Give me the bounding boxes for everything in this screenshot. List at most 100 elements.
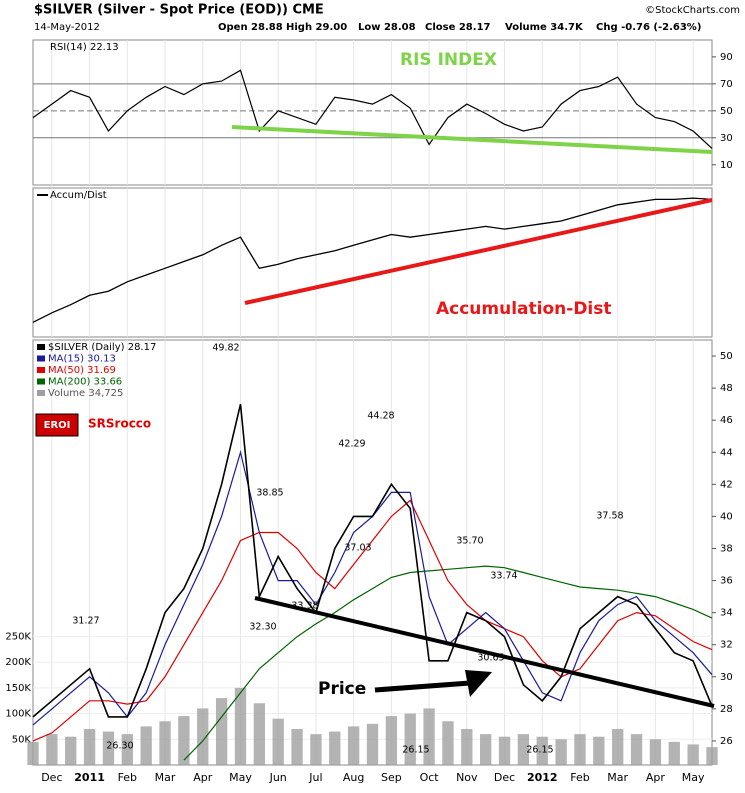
volume-bar	[83, 728, 96, 765]
price-label: 26.15	[402, 745, 429, 756]
volume-bar	[668, 741, 680, 765]
y-tick-label: 48	[720, 383, 733, 394]
volume-bar	[593, 736, 605, 765]
price-label: 35.70	[456, 536, 483, 547]
legend-swatch	[37, 378, 45, 385]
volume-bar	[291, 728, 303, 765]
panel-frame	[32, 339, 713, 766]
quote-field: High 29.00	[286, 22, 347, 33]
volume-bar	[347, 726, 360, 765]
quote-field: Open 28.88	[218, 22, 283, 33]
x-tick-label: 2012	[527, 771, 558, 784]
y-tick-label: 28	[720, 704, 733, 715]
logo: EROI	[44, 420, 71, 431]
x-tick-label: Aug	[343, 771, 364, 784]
y2-tick-label: 150K	[5, 683, 31, 694]
annotation: Accumulation-Dist	[436, 299, 612, 319]
legend-entry: Accum/Dist	[50, 190, 107, 201]
x-tick-label: Dec	[494, 771, 515, 784]
x-tick-label: Nov	[456, 771, 478, 784]
price-label: 42.29	[338, 439, 365, 450]
trend-line	[244, 198, 713, 305]
price-line	[32, 499, 713, 742]
price-label: 30.65	[477, 653, 504, 664]
y2-tick-label: 100K	[5, 709, 31, 720]
volume-bar	[461, 728, 473, 765]
y2-tick-label: 50K	[12, 734, 32, 745]
volume-bar	[234, 687, 247, 765]
y-tick-label: 26	[720, 736, 733, 747]
volume-bar	[366, 723, 379, 765]
volume-bar	[517, 734, 530, 765]
volume-bar	[140, 726, 152, 765]
y-tick-label: 70	[720, 79, 733, 90]
y-tick-label: 34	[720, 608, 733, 619]
price-label: 37.58	[596, 511, 623, 522]
volume-bar	[649, 739, 662, 765]
y2-tick-label: 250K	[5, 631, 31, 642]
rsi-line	[32, 69, 713, 149]
price-label: 33.38	[291, 601, 318, 612]
quote-field: Low 28.08	[358, 22, 416, 33]
price-label: 49.82	[212, 343, 239, 354]
chart-title: $SILVER (Silver - Spot Price (EOD)) CME	[34, 3, 324, 18]
x-tick-label: Jun	[269, 771, 287, 784]
y-tick-label: 90	[720, 52, 733, 63]
volume-bar	[687, 744, 699, 765]
price-label: 32.30	[249, 622, 276, 633]
y-tick-label: 50	[720, 351, 733, 362]
legend-entry: MA(50) 31.69	[48, 365, 116, 376]
y-tick-label: 42	[720, 479, 733, 490]
legend-swatch	[37, 355, 45, 362]
volume-bar	[555, 739, 567, 765]
volume-bar	[630, 734, 643, 765]
legend-entry: RSI(14) 22.13	[50, 42, 119, 53]
y-tick-label: 46	[720, 415, 733, 426]
y2-tick-label: 200K	[5, 657, 31, 668]
volume-bar	[385, 716, 398, 765]
annotation: Price	[318, 679, 366, 699]
price-label: 26.15	[526, 745, 553, 756]
accum-dist-line	[32, 197, 713, 323]
volume-bar	[159, 721, 171, 765]
volume-bar	[498, 736, 511, 765]
legend-entry: Volume 34,725	[48, 388, 123, 399]
volume-bar	[310, 734, 322, 765]
legend-swatch	[37, 390, 45, 396]
legend-swatch	[37, 367, 45, 373]
legend-swatch	[37, 344, 45, 350]
y-tick-label: 30	[720, 672, 733, 683]
volume-bar	[178, 716, 190, 765]
volume-bar	[121, 734, 133, 765]
volume-bar	[480, 734, 492, 765]
brand: SRSrocco	[88, 417, 151, 431]
logo-box	[35, 413, 79, 437]
y-tick-label: 32	[720, 640, 733, 651]
price-line	[183, 565, 713, 761]
quote-field: Chg -0.76 (-2.63%)	[596, 22, 701, 33]
price-label: 44.28	[367, 411, 394, 422]
volume-bar	[253, 703, 265, 765]
volume-bar	[197, 708, 209, 765]
quote-field: Close 28.17	[425, 22, 491, 33]
x-tick-label: Sep	[381, 771, 402, 784]
volume-bar	[612, 728, 624, 765]
price-label: 38.85	[256, 488, 283, 499]
trend-line	[231, 125, 713, 154]
panel-frame	[32, 187, 713, 338]
x-tick-label: Mar	[155, 771, 176, 784]
volume-bar	[272, 718, 284, 765]
price-label: 37.03	[344, 543, 371, 554]
price-line	[32, 404, 713, 718]
volume-bar	[423, 708, 435, 765]
x-tick-label: Dec	[41, 771, 62, 784]
volume-bar	[706, 747, 718, 765]
x-tick-label: Feb	[118, 771, 137, 784]
y-tick-label: 36	[720, 576, 733, 587]
volume-bar	[215, 698, 228, 765]
volume-bar	[27, 741, 39, 765]
date: 14-May-2012	[34, 22, 100, 33]
annotation: RIS INDEX	[400, 50, 497, 70]
volume-bar	[404, 713, 416, 765]
copyright: ©StockCharts.com	[645, 5, 740, 16]
